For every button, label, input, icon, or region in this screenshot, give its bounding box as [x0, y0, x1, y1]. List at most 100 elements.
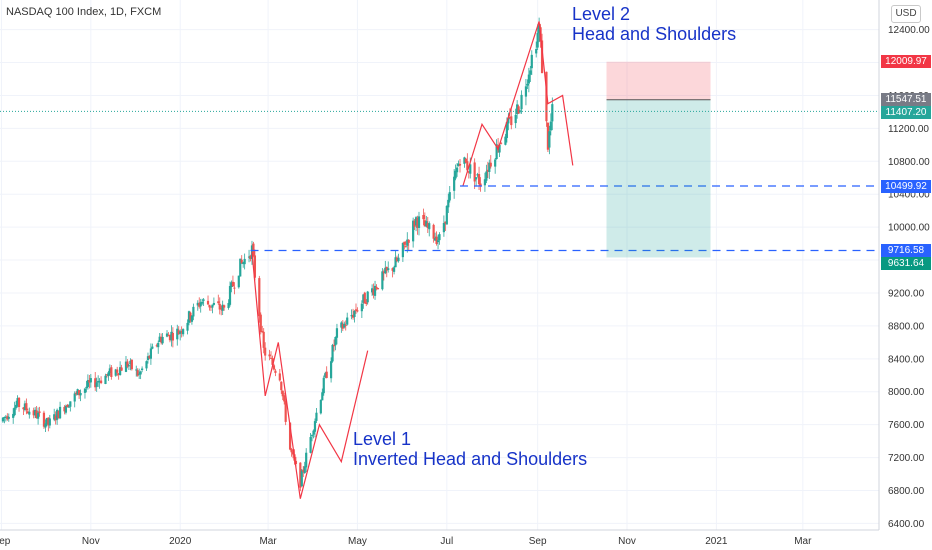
candle-body — [58, 406, 62, 419]
candle-body — [351, 314, 355, 318]
candle-body — [324, 373, 327, 378]
candle-body — [473, 162, 476, 182]
candle-body — [341, 324, 344, 329]
candle-body — [69, 401, 72, 407]
candle-body — [335, 328, 339, 338]
candle-body — [258, 278, 261, 317]
pattern-polyline — [462, 21, 574, 187]
candle-body — [403, 241, 406, 245]
candle-body — [530, 54, 533, 69]
candle-body — [486, 169, 489, 172]
candle-body — [64, 405, 68, 413]
candle-body — [442, 223, 445, 233]
candle-body — [371, 288, 374, 293]
candle-body — [448, 192, 451, 201]
candle-body — [313, 421, 317, 432]
candle-body — [138, 373, 141, 375]
candle-body — [160, 336, 163, 343]
candle-body — [206, 300, 210, 305]
candle-body — [329, 361, 333, 379]
candle-body — [425, 221, 428, 227]
candle-body — [508, 116, 511, 118]
candle-body — [196, 302, 199, 306]
y-tick-label: 12400.00 — [888, 25, 930, 36]
candle-body — [168, 334, 172, 341]
candle-body — [94, 378, 97, 388]
candle-body — [291, 451, 295, 455]
candle-body — [189, 312, 192, 321]
candle-body — [417, 216, 421, 228]
chart-title: NASDAQ 100 Index, 1D, FXCM — [6, 6, 162, 18]
candle-body — [278, 373, 281, 381]
candle-body — [170, 331, 173, 341]
candle-body — [165, 333, 169, 337]
price-tag: 9631.64 — [881, 256, 931, 270]
candle-body — [86, 380, 89, 387]
candle-body — [25, 403, 28, 411]
candle-body — [88, 380, 91, 383]
candle-body — [432, 224, 435, 239]
candle-body — [391, 268, 394, 271]
candle-body — [53, 414, 56, 420]
candle-body — [6, 416, 9, 420]
candle-body — [7, 416, 10, 419]
candle-body — [4, 416, 7, 418]
candle-body — [549, 121, 552, 131]
candle-body — [319, 399, 322, 414]
candle-body — [54, 415, 57, 421]
candle-body — [412, 220, 415, 242]
candle-body — [332, 344, 336, 347]
candle-body — [536, 32, 539, 48]
candle-body — [299, 462, 302, 488]
level2-title: Level 2 — [572, 4, 631, 24]
candle-body — [321, 392, 324, 401]
candle-body — [479, 183, 482, 187]
candle-body — [504, 136, 507, 145]
candle-body — [453, 176, 456, 191]
candle-body — [231, 281, 235, 287]
y-tick-label: 6400.00 — [888, 519, 925, 530]
candle-body — [198, 302, 201, 307]
candle-body — [190, 315, 194, 322]
candle-body — [498, 144, 501, 153]
candle-body — [485, 171, 488, 181]
candle-body — [464, 158, 467, 163]
candle-body — [507, 117, 510, 124]
candle-body — [264, 347, 267, 356]
candle-body — [247, 256, 251, 258]
candle-body — [230, 282, 233, 287]
candle-body — [476, 174, 479, 176]
candle-body — [228, 286, 232, 305]
candle-body — [322, 377, 325, 394]
candle-body — [422, 215, 425, 220]
candle-body — [104, 375, 107, 385]
candle-body — [209, 306, 213, 308]
candle-body — [199, 302, 202, 307]
candle-body — [89, 378, 92, 383]
candle-body — [428, 223, 431, 230]
candle-body — [45, 417, 48, 425]
candle-body — [117, 373, 120, 375]
price-tag: 12009.97 — [881, 55, 931, 69]
candle-body — [524, 86, 528, 97]
candle-body — [208, 304, 211, 308]
candle-body — [268, 354, 271, 357]
candle-body — [223, 305, 226, 308]
candle-body — [469, 164, 472, 174]
y-tick-label: 7600.00 — [888, 420, 925, 431]
candle-body — [325, 371, 328, 378]
candle-body — [526, 83, 529, 86]
candle-body — [505, 122, 508, 138]
candle-body — [463, 157, 466, 164]
y-tick-label: 8400.00 — [888, 354, 925, 365]
candle-body — [309, 437, 312, 453]
candle-body — [108, 368, 111, 374]
candle-body — [545, 71, 548, 122]
candle-body — [305, 452, 308, 468]
currency-button[interactable]: USD — [891, 5, 921, 23]
candle-body — [416, 217, 419, 228]
y-tick-label: 10400.00 — [888, 190, 930, 201]
candle-body — [312, 430, 315, 435]
candle-body — [120, 367, 123, 371]
candle-body — [36, 412, 40, 419]
